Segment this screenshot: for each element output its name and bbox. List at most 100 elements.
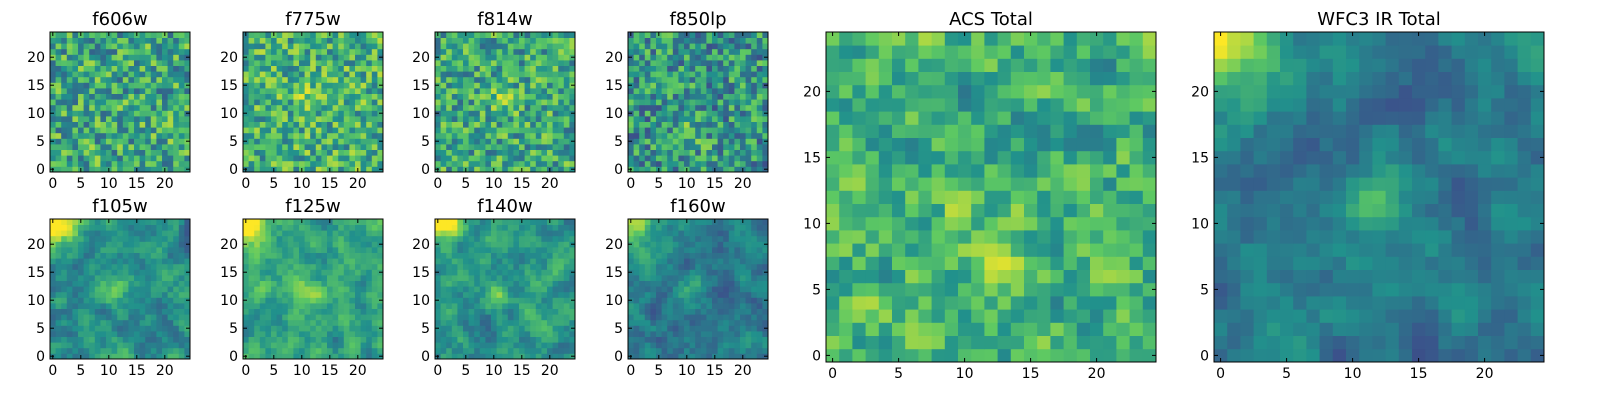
- heatmap-cell: [446, 138, 453, 145]
- heatmap-cell: [650, 269, 657, 276]
- heatmap-cell: [243, 342, 249, 349]
- heatmap-cell: [519, 297, 525, 304]
- heatmap-cell: [717, 99, 724, 106]
- heatmap-cell: [100, 252, 107, 259]
- heatmap-cell: [650, 275, 657, 281]
- heatmap-cell: [569, 155, 576, 162]
- heatmap-cell: [321, 99, 328, 106]
- y-tick-label: 10: [220, 106, 238, 122]
- heatmap-cell: [371, 93, 378, 100]
- heatmap-cell: [541, 297, 548, 304]
- heatmap-cell: [440, 43, 447, 50]
- heatmap-cell: [360, 342, 367, 349]
- heatmap-cell: [271, 347, 277, 354]
- heatmap-cell: [633, 308, 640, 315]
- heatmap-cell: [156, 160, 163, 167]
- heatmap-cell: [756, 353, 763, 360]
- heatmap-cell: [332, 353, 339, 360]
- heatmap-cell: [751, 347, 758, 354]
- heatmap-cell: [271, 230, 277, 237]
- heatmap-cell: [128, 336, 135, 343]
- heatmap-cell: [150, 247, 157, 253]
- heatmap-cell: [558, 60, 565, 66]
- heatmap-cell: [700, 65, 707, 72]
- heatmap-cell: [519, 82, 525, 89]
- heatmap-cell: [440, 275, 447, 281]
- heatmap-cell: [50, 230, 56, 237]
- heatmap-cell: [745, 43, 752, 50]
- heatmap-cell: [304, 241, 311, 248]
- heatmap-cell: [451, 121, 458, 128]
- heatmap-cell: [706, 48, 713, 55]
- heatmap-cell: [569, 71, 576, 78]
- heatmap-cell: [139, 60, 146, 66]
- heatmap-cell: [524, 32, 531, 38]
- heatmap-cell: [689, 347, 696, 354]
- heatmap-cell: [122, 247, 129, 253]
- heatmap-cell: [440, 331, 447, 337]
- heatmap-cell: [740, 37, 746, 44]
- heatmap-cell: [271, 149, 277, 156]
- heatmap-cell: [343, 269, 350, 276]
- heatmap-cell: [507, 76, 514, 83]
- heatmap-cell: [156, 325, 163, 332]
- heatmap-cell: [315, 71, 322, 78]
- heatmap-cell: [563, 241, 570, 248]
- heatmap-cell: [650, 116, 657, 122]
- heatmap-cell: [457, 219, 464, 225]
- heatmap-cell: [366, 342, 373, 349]
- heatmap-cell: [377, 88, 384, 94]
- heatmap-cell: [552, 297, 559, 304]
- heatmap-cell: [740, 160, 746, 167]
- heatmap-cell: [535, 275, 542, 281]
- heatmap-cell: [695, 336, 702, 343]
- heatmap-cell: [327, 291, 333, 298]
- heatmap-cell: [496, 110, 503, 117]
- heatmap-cell: [672, 37, 679, 44]
- heatmap-cell: [558, 286, 565, 293]
- heatmap-cell: [304, 99, 311, 106]
- heatmap-cell: [684, 275, 690, 281]
- heatmap-cell: [366, 252, 373, 259]
- heatmap-cell: [248, 353, 255, 360]
- heatmap-cell: [111, 43, 118, 50]
- heatmap-cell: [265, 60, 272, 66]
- heatmap-cell: [762, 121, 769, 128]
- heatmap-cell: [491, 347, 497, 354]
- heatmap-cell: [463, 93, 469, 100]
- heatmap-cell: [633, 110, 640, 117]
- heatmap-cell: [502, 308, 509, 315]
- heatmap-cell: [89, 235, 96, 242]
- heatmap-cell: [156, 54, 163, 61]
- x-tick-label: 5: [461, 363, 470, 379]
- heatmap-cell: [656, 325, 662, 332]
- heatmap-cell: [712, 144, 718, 150]
- heatmap-cell: [66, 166, 73, 173]
- heatmap-cell: [94, 258, 101, 265]
- heatmap-cell: [751, 71, 758, 78]
- heatmap-cell: [650, 347, 657, 354]
- heatmap-cell: [293, 230, 300, 237]
- heatmap-cell: [502, 286, 509, 293]
- heatmap-cell: [293, 88, 300, 94]
- heatmap-cell: [128, 43, 135, 50]
- heatmap-cell: [293, 132, 300, 139]
- heatmap-cell: [111, 286, 118, 293]
- heatmap-cell: [310, 160, 317, 167]
- heatmap-cell: [72, 104, 79, 111]
- heatmap-cell: [474, 263, 481, 270]
- heatmap-cell: [178, 48, 185, 55]
- heatmap-cell: [310, 331, 317, 337]
- heatmap-cell: [66, 224, 73, 231]
- heatmap-cell: [496, 247, 503, 253]
- heatmap-cell: [684, 342, 690, 349]
- heatmap-cell: [287, 138, 294, 145]
- heatmap-cell: [728, 104, 735, 111]
- heatmap-cell: [271, 280, 277, 287]
- heatmap-cell: [717, 104, 724, 111]
- heatmap-cell: [259, 99, 266, 106]
- heatmap-cell: [451, 353, 458, 360]
- heatmap-cell: [55, 230, 62, 237]
- heatmap-cell: [667, 336, 674, 343]
- heatmap-cell: [502, 32, 509, 38]
